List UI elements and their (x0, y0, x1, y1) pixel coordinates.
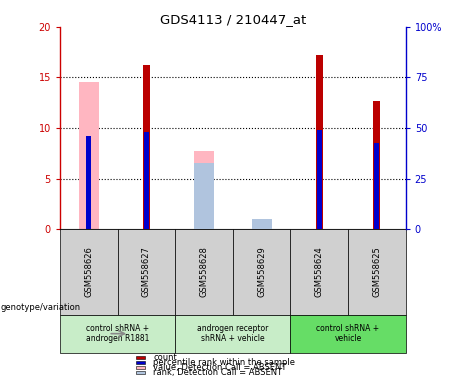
Text: GSM558627: GSM558627 (142, 247, 151, 297)
Bar (194, 164, 214, 229)
Text: GSM558625: GSM558625 (372, 247, 381, 297)
Text: control shRNA +
androgen R1881: control shRNA + androgen R1881 (86, 324, 149, 343)
Bar (60, 229, 118, 314)
Bar (144, 132, 149, 229)
Text: androgen receptor
shRNA + vehicle: androgen receptor shRNA + vehicle (197, 324, 268, 343)
Bar (136, 366, 145, 369)
Bar (79, 81, 99, 229)
Text: GSM558624: GSM558624 (315, 247, 324, 297)
Text: GSM558628: GSM558628 (200, 247, 208, 297)
Text: genotype/variation: genotype/variation (0, 303, 81, 312)
Bar (373, 101, 380, 229)
Text: value, Detection Call = ABSENT: value, Detection Call = ABSENT (153, 363, 287, 372)
Bar (252, 219, 272, 229)
Bar (143, 65, 150, 229)
Bar (60, 314, 175, 353)
Bar (194, 151, 214, 229)
Bar (175, 229, 233, 314)
Bar (316, 55, 323, 229)
Bar (348, 229, 406, 314)
Bar (136, 361, 145, 364)
Bar (233, 229, 290, 314)
Bar (290, 229, 348, 314)
Bar (317, 130, 322, 229)
Bar (374, 143, 379, 229)
Bar (86, 136, 91, 229)
Text: percentile rank within the sample: percentile rank within the sample (153, 358, 296, 367)
Text: control shRNA +
vehicle: control shRNA + vehicle (317, 324, 379, 343)
Text: GSM558629: GSM558629 (257, 247, 266, 297)
Bar (136, 356, 145, 359)
Text: count: count (153, 353, 177, 362)
Bar (136, 371, 145, 374)
Bar (290, 314, 406, 353)
Text: GSM558626: GSM558626 (84, 247, 93, 297)
Bar (175, 314, 290, 353)
Bar (118, 229, 175, 314)
Text: rank, Detection Call = ABSENT: rank, Detection Call = ABSENT (153, 367, 283, 377)
Title: GDS4113 / 210447_at: GDS4113 / 210447_at (160, 13, 306, 26)
